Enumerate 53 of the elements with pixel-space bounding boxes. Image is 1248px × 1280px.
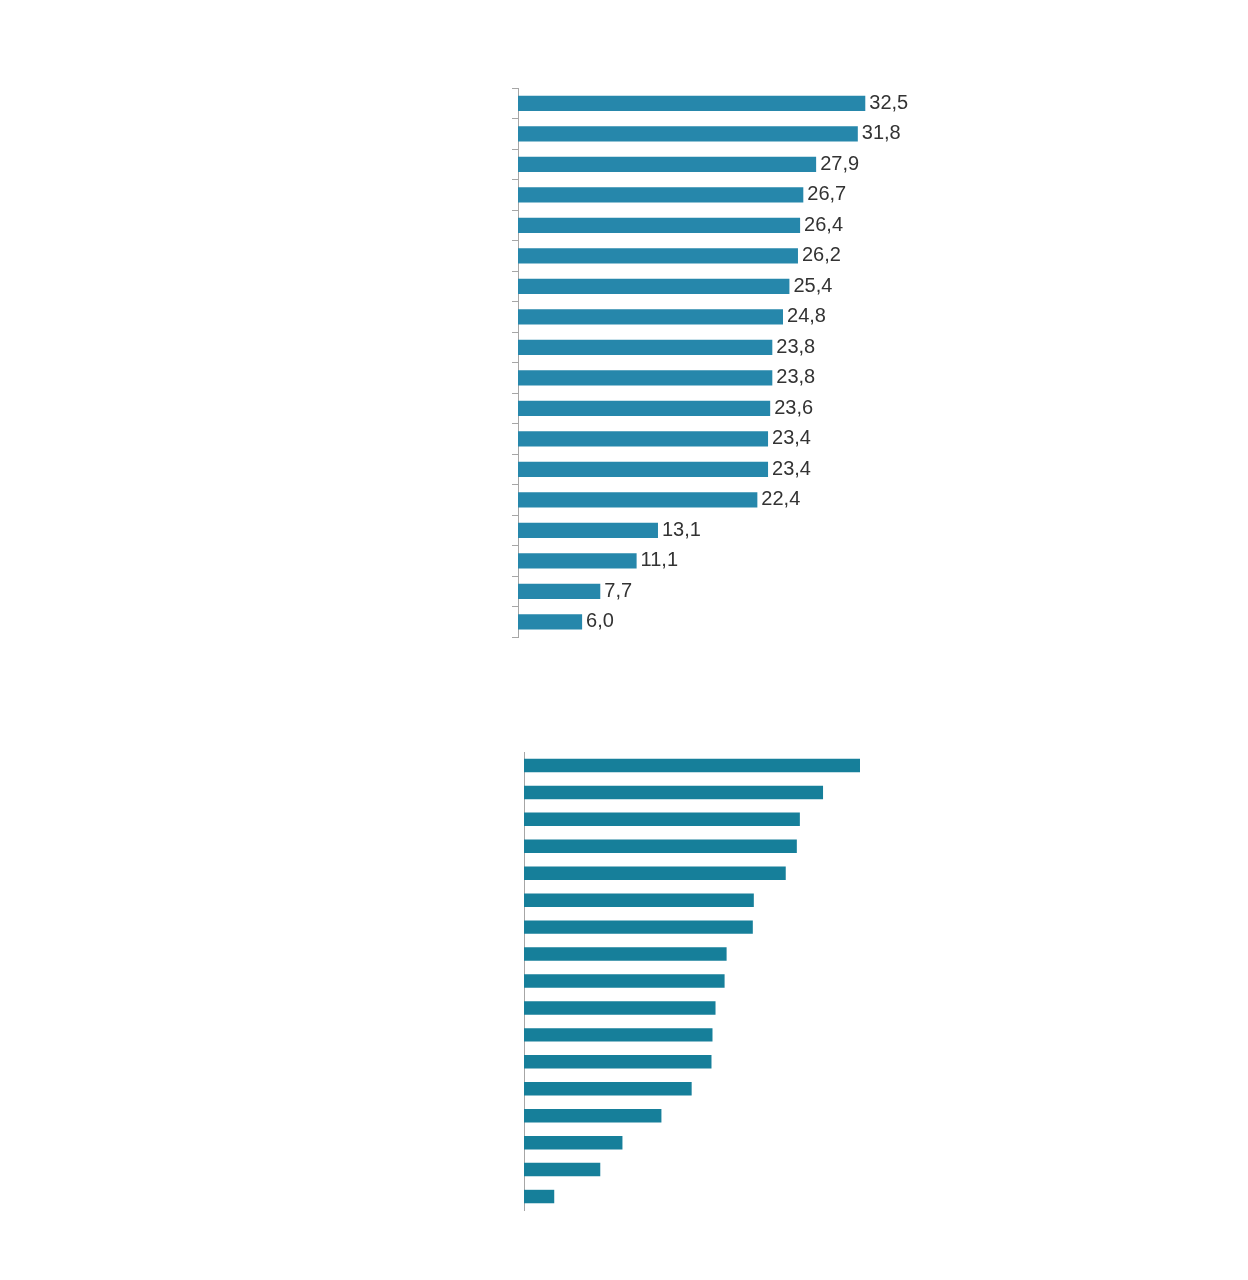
bar	[524, 839, 797, 854]
bar	[518, 187, 804, 203]
data-label: 11,1	[640, 548, 679, 571]
data-label: 26,4	[804, 212, 844, 235]
bar	[518, 309, 784, 325]
bar	[524, 1135, 623, 1150]
data-label: 7,7	[604, 578, 633, 601]
data-label: 24,8	[787, 304, 826, 327]
data-label: 27,9	[820, 151, 860, 174]
bar	[524, 812, 800, 827]
data-label: 25,4	[793, 273, 833, 296]
data-label: 13,1	[661, 517, 701, 540]
bar	[518, 461, 769, 477]
data-label: 23,8	[776, 365, 816, 388]
bar	[524, 947, 727, 961]
bar	[518, 522, 658, 538]
bar	[524, 1055, 712, 1069]
bar	[518, 583, 601, 599]
bar	[518, 126, 858, 142]
bar	[518, 370, 773, 386]
data-label: 31,8	[861, 121, 901, 144]
bar	[518, 217, 801, 233]
data-label: 32,5	[869, 90, 909, 113]
bar	[518, 431, 769, 447]
data-label: 23,4	[772, 426, 811, 449]
data-label: 23,8	[776, 334, 816, 357]
bar	[524, 758, 860, 773]
bar	[524, 920, 753, 934]
bar	[518, 278, 790, 294]
data-label: 23,6	[774, 395, 814, 418]
bar	[518, 248, 798, 264]
bar	[524, 974, 725, 988]
bar	[518, 614, 583, 630]
data-label: 22,4	[761, 487, 801, 510]
bar	[524, 1001, 716, 1015]
bar	[524, 1082, 692, 1096]
bar	[524, 893, 754, 907]
data-label: 23,4	[772, 456, 811, 479]
data-label: 26,7	[807, 182, 847, 205]
bar	[524, 1028, 713, 1042]
bar	[524, 785, 824, 800]
bar	[524, 1162, 601, 1177]
bar	[518, 95, 866, 111]
bar	[518, 492, 758, 508]
data-label: 6,0	[586, 609, 614, 632]
bar	[524, 1189, 555, 1204]
bar	[524, 1108, 662, 1123]
bar	[524, 866, 786, 880]
bar	[518, 400, 771, 416]
bar	[518, 156, 817, 172]
bar	[518, 339, 773, 355]
bar	[518, 553, 637, 569]
data-label: 26,2	[801, 243, 841, 266]
